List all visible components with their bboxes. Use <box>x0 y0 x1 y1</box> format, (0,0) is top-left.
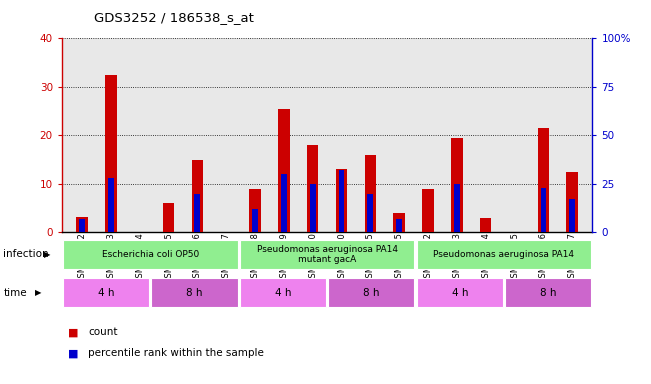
Bar <box>538 128 549 232</box>
Text: 8 h: 8 h <box>540 288 557 298</box>
Bar <box>249 189 261 232</box>
Bar <box>570 199 575 232</box>
Text: Pseudomonas aeruginosa PA14
mutant gacA: Pseudomonas aeruginosa PA14 mutant gacA <box>256 245 398 264</box>
Text: Escherichia coli OP50: Escherichia coli OP50 <box>102 250 199 259</box>
Bar <box>422 189 434 232</box>
Bar <box>540 188 546 232</box>
Bar <box>252 209 258 232</box>
Bar <box>63 240 238 269</box>
Text: ▶: ▶ <box>44 250 51 259</box>
Bar <box>566 172 578 232</box>
Bar <box>396 219 402 232</box>
Text: ■: ■ <box>68 327 79 337</box>
Bar <box>278 109 290 232</box>
Text: 4 h: 4 h <box>275 288 291 298</box>
Text: Pseudomonas aeruginosa PA14: Pseudomonas aeruginosa PA14 <box>434 250 574 259</box>
Bar <box>63 278 149 308</box>
Bar <box>310 184 316 232</box>
Bar <box>195 194 201 232</box>
Text: 4 h: 4 h <box>452 288 468 298</box>
Bar <box>365 155 376 232</box>
Text: 4 h: 4 h <box>98 288 115 298</box>
Bar <box>336 169 348 232</box>
Text: ■: ■ <box>68 348 79 358</box>
Bar <box>339 170 344 232</box>
Bar <box>281 174 286 232</box>
Bar <box>393 213 405 232</box>
Bar <box>328 278 415 308</box>
Bar <box>454 184 460 232</box>
Text: time: time <box>3 288 27 298</box>
Bar <box>240 240 415 269</box>
Bar <box>307 145 318 232</box>
Bar <box>79 219 85 232</box>
Bar <box>417 240 591 269</box>
Text: infection: infection <box>3 249 49 260</box>
Text: 8 h: 8 h <box>363 288 380 298</box>
Bar <box>368 194 373 232</box>
Text: percentile rank within the sample: percentile rank within the sample <box>88 348 264 358</box>
Bar <box>505 278 591 308</box>
Text: ▶: ▶ <box>35 288 42 297</box>
Bar <box>417 278 503 308</box>
Bar <box>451 138 463 232</box>
Text: count: count <box>88 327 117 337</box>
Bar <box>163 203 174 232</box>
Bar <box>76 217 88 232</box>
Bar <box>191 160 203 232</box>
Bar <box>151 278 238 308</box>
Text: GDS3252 / 186538_s_at: GDS3252 / 186538_s_at <box>94 12 255 25</box>
Text: 8 h: 8 h <box>186 288 202 298</box>
Bar <box>108 178 114 232</box>
Bar <box>105 75 117 232</box>
Bar <box>480 218 492 232</box>
Bar <box>240 278 326 308</box>
